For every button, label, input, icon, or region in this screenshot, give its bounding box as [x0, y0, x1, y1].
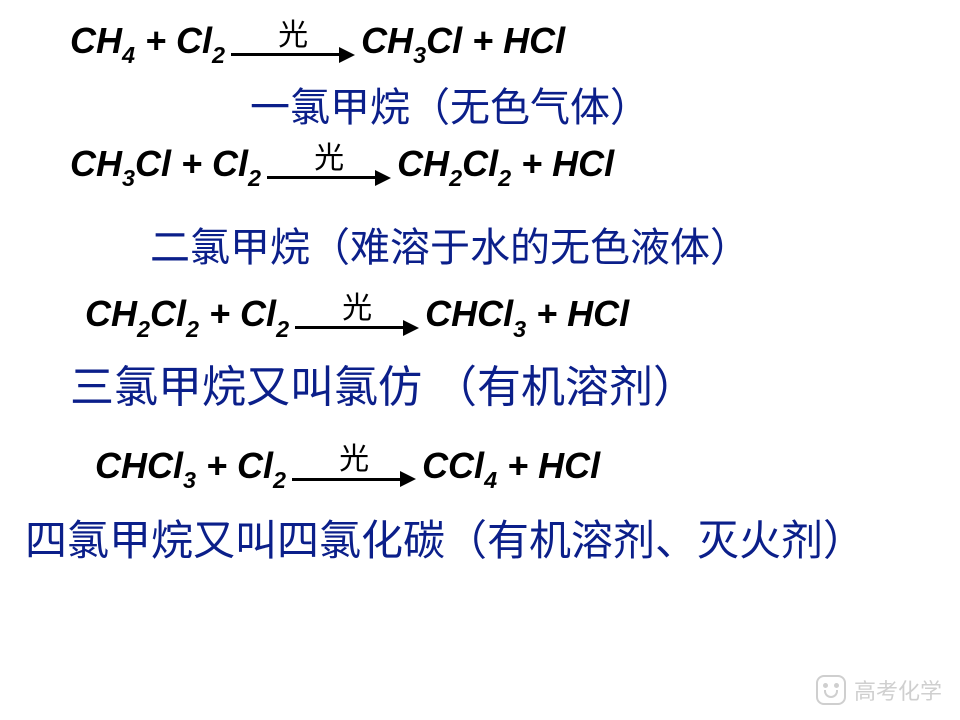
watermark-text: 高考化学: [854, 674, 942, 706]
reactants: CH3Cl + Cl2: [70, 143, 261, 190]
equation-4: CHCl3 + Cl2 光 CCl4 + HCl: [95, 445, 600, 492]
products: CH2Cl2 + HCl: [397, 143, 614, 190]
description-2: 二氯甲烷（难溶于水的无色液体）: [150, 215, 940, 273]
reactants: CH2Cl2 + Cl2: [85, 293, 289, 340]
reaction-arrow: 光: [292, 445, 416, 487]
equation-row-1: CH4 + Cl2 光 CH3Cl + HCl: [70, 20, 940, 67]
equation-row-4: CHCl3 + Cl2 光 CCl4 + HCl: [95, 445, 940, 492]
products: CCl4 + HCl: [422, 445, 600, 492]
products: CH3Cl + HCl: [361, 20, 565, 67]
description-1: 一氯甲烷（无色气体）: [250, 75, 940, 133]
chemistry-equations-panel: CH4 + Cl2 光 CH3Cl + HCl 一氯甲烷（无色气体） CH3Cl…: [0, 0, 960, 568]
reaction-arrow: 光: [267, 144, 391, 186]
products: CHCl3 + HCl: [425, 293, 629, 340]
reactants: CHCl3 + Cl2: [95, 445, 286, 492]
equation-1: CH4 + Cl2 光 CH3Cl + HCl: [70, 20, 565, 67]
description-4: 四氯甲烷又叫四氯化碳（有机溶剂、灭火剂）: [25, 507, 940, 568]
equation-3: CH2Cl2 + Cl2 光 CHCl3 + HCl: [85, 293, 629, 340]
reaction-arrow: 光: [231, 21, 355, 63]
watermark: 高考化学: [816, 674, 942, 706]
equation-row-3: CH2Cl2 + Cl2 光 CHCl3 + HCl: [85, 293, 940, 340]
reaction-arrow: 光: [295, 294, 419, 336]
equation-2: CH3Cl + Cl2 光 CH2Cl2 + HCl: [70, 143, 614, 190]
equation-row-2: CH3Cl + Cl2 光 CH2Cl2 + HCl: [70, 143, 940, 190]
description-3: 三氯甲烷又叫氯仿 （有机溶剂）: [70, 351, 940, 415]
wechat-icon: [816, 675, 846, 705]
reactants: CH4 + Cl2: [70, 20, 225, 67]
